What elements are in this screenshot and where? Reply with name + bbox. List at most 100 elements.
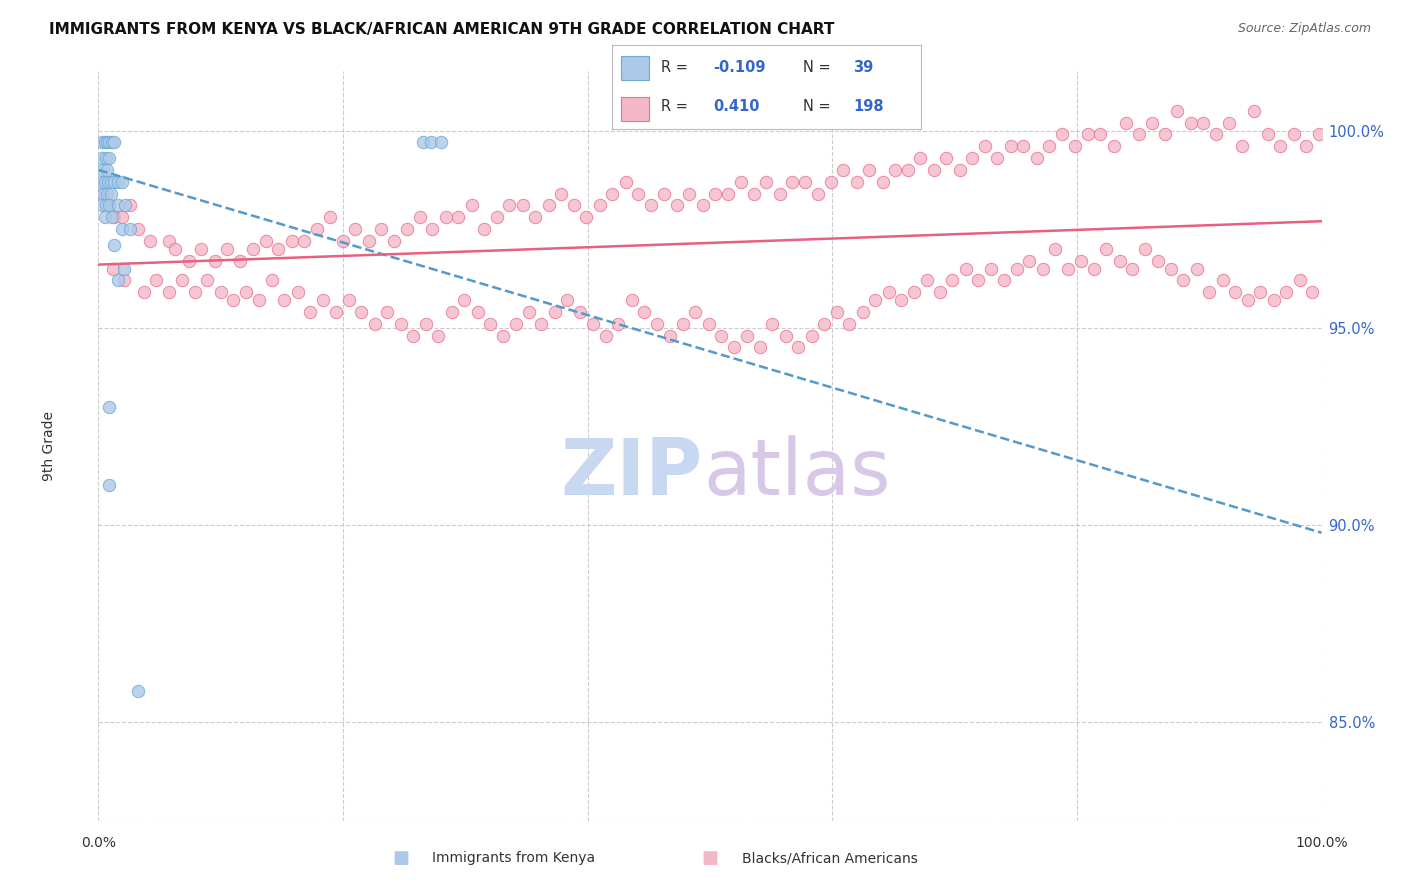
Point (96, 136, 118, 150)
Point (267, 242, 290, 256)
Point (1025, 151, 1047, 165)
Point (287, 285, 309, 300)
Point (472, 222, 495, 236)
Point (364, 317, 387, 331)
Point (640, 198, 662, 212)
Point (910, 151, 932, 165)
Point (165, 242, 187, 256)
Point (370, 222, 392, 236)
Point (114, 198, 136, 212)
Point (1038, 139, 1060, 153)
Point (357, 234, 380, 248)
Point (247, 293, 270, 307)
Point (100, 186, 122, 201)
Text: atlas: atlas (703, 434, 890, 511)
Point (1070, 253, 1092, 268)
Point (177, 253, 200, 268)
Point (434, 211, 457, 225)
Point (825, 305, 848, 319)
Point (486, 211, 509, 225)
Point (273, 293, 295, 307)
Point (389, 317, 412, 331)
Point (1249, 285, 1271, 300)
Point (955, 261, 977, 276)
Point (620, 293, 643, 307)
Point (195, 273, 218, 287)
Text: 0.410: 0.410 (714, 99, 761, 114)
Point (1095, 242, 1118, 256)
Point (337, 293, 360, 307)
Point (980, 261, 1002, 276)
Point (145, 273, 167, 287)
Point (735, 328, 758, 343)
Point (415, 317, 437, 331)
Point (120, 222, 142, 236)
Point (209, 285, 232, 300)
Point (430, 136, 453, 150)
Point (1018, 253, 1040, 268)
Point (915, 273, 938, 287)
Point (775, 328, 797, 343)
Point (780, 175, 803, 189)
Point (94, 198, 117, 212)
Point (460, 198, 482, 212)
Point (402, 328, 425, 343)
Point (1301, 285, 1323, 300)
Point (101, 211, 124, 225)
Point (157, 285, 180, 300)
Point (890, 293, 912, 307)
Point (941, 273, 963, 287)
Point (96, 163, 118, 178)
Point (1121, 261, 1143, 276)
Point (555, 293, 578, 307)
Point (312, 293, 335, 307)
Point (595, 328, 617, 343)
Point (478, 317, 501, 331)
Point (215, 242, 238, 256)
Point (395, 222, 418, 236)
Point (98, 151, 121, 165)
Point (409, 211, 432, 225)
Point (1205, 128, 1227, 142)
Point (769, 186, 792, 201)
Point (107, 273, 129, 287)
Point (91, 136, 114, 150)
Point (1032, 261, 1054, 276)
Text: ■: ■ (702, 849, 718, 867)
Text: -0.109: -0.109 (714, 60, 766, 75)
Point (672, 317, 695, 331)
Text: 0.0%: 0.0% (82, 836, 115, 850)
Point (742, 186, 765, 201)
Point (254, 234, 277, 248)
Point (666, 198, 689, 212)
Point (730, 175, 752, 189)
Point (111, 211, 134, 225)
Point (190, 242, 212, 256)
Text: ■: ■ (392, 849, 409, 867)
Point (103, 175, 125, 189)
Point (948, 163, 970, 178)
Point (299, 305, 322, 319)
Point (1063, 139, 1085, 153)
Point (1223, 285, 1246, 300)
Point (710, 328, 733, 343)
Point (1212, 273, 1234, 287)
Point (1180, 115, 1202, 129)
Point (929, 285, 952, 300)
Point (111, 175, 134, 189)
Point (93, 211, 115, 225)
Point (318, 211, 340, 225)
Point (550, 186, 572, 201)
Point (1108, 253, 1130, 268)
Point (375, 305, 398, 319)
Point (1083, 261, 1105, 276)
Point (692, 198, 714, 212)
Point (170, 273, 193, 287)
Point (1295, 139, 1317, 153)
Point (492, 328, 515, 343)
Point (280, 234, 302, 248)
Point (820, 175, 842, 189)
Point (761, 317, 783, 331)
Point (986, 151, 1008, 165)
Point (112, 273, 135, 287)
